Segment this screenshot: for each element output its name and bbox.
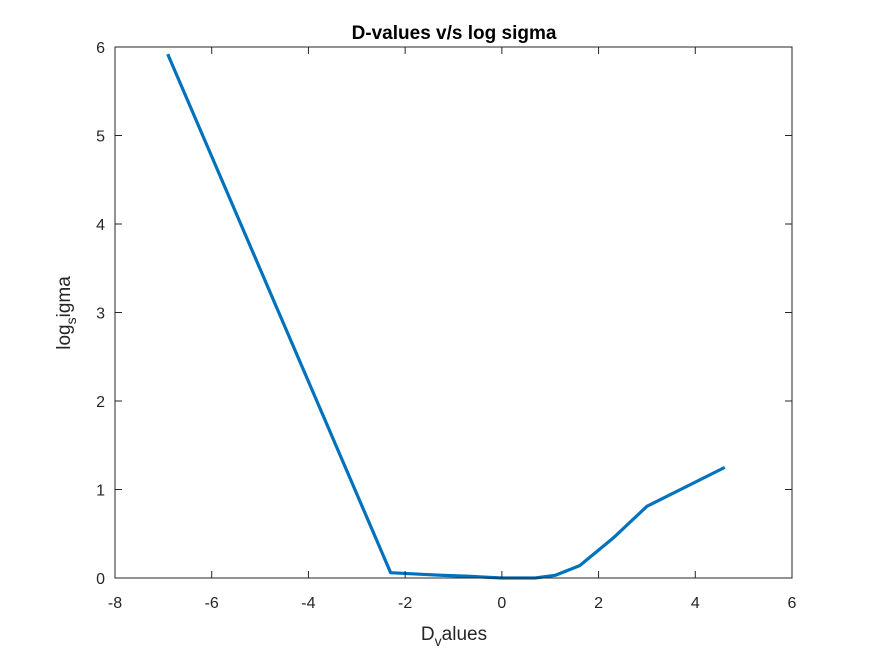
x-tick-label: -2 <box>398 595 412 612</box>
x-tick-label: 2 <box>594 595 603 612</box>
y-axis-label-rest: igma <box>54 276 75 318</box>
y-axis-label: logsigma <box>54 276 79 350</box>
y-tick-label: 4 <box>96 217 105 234</box>
x-axis-label: Dvalues <box>421 624 487 649</box>
x-tick-label: -8 <box>108 595 122 612</box>
y-tick-label: 3 <box>96 306 105 323</box>
y-tick-label: 0 <box>96 571 105 588</box>
x-axis-label-subscript: v <box>435 633 442 649</box>
x-tick-label: 4 <box>691 595 700 612</box>
x-tick-label: -4 <box>301 595 315 612</box>
y-axis-label-base: log <box>54 324 75 349</box>
x-tick-label: 6 <box>788 595 797 612</box>
x-axis-label-base: D <box>421 624 435 645</box>
chart-title: D-values v/s log sigma <box>352 23 557 44</box>
y-tick-label: 6 <box>96 40 105 57</box>
x-tick-label: 0 <box>497 595 506 612</box>
y-axis-label-subscript: s <box>63 317 79 324</box>
x-axis-label-rest: alues <box>442 624 487 645</box>
y-tick-label: 2 <box>96 394 105 411</box>
x-tick-label: -6 <box>205 595 219 612</box>
plot-area <box>115 47 792 578</box>
y-tick-label: 1 <box>96 483 105 500</box>
y-tick-label: 5 <box>96 129 105 146</box>
